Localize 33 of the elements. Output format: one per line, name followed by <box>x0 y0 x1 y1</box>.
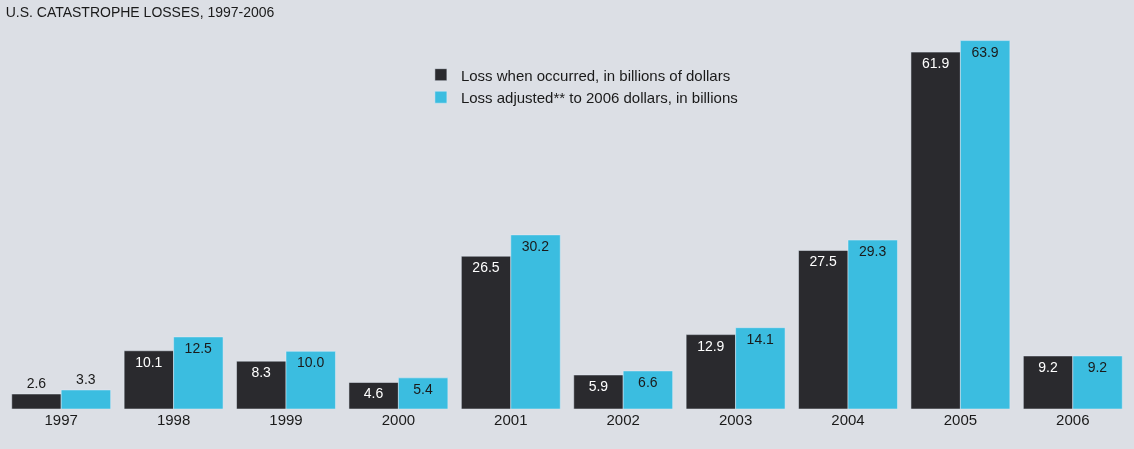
data-label: 9.2 <box>1087 358 1108 375</box>
data-label: 63.9 <box>971 43 999 60</box>
data-label: 9.2 <box>1038 358 1058 375</box>
data-label: 61.9 <box>921 55 950 72</box>
data-label: 12.5 <box>184 339 213 356</box>
data-label: 27.5 <box>809 253 837 270</box>
x-tick-label: 2000 <box>381 411 416 428</box>
x-tick-label: 2004 <box>831 411 865 428</box>
data-label: 3.3 <box>76 370 96 387</box>
data-label: 10.1 <box>135 353 163 370</box>
data-label: 2.6 <box>26 375 47 392</box>
data-label: 14.1 <box>746 330 775 347</box>
legend-label: Loss when occurred, in billions of dollars <box>460 66 731 84</box>
data-label: 8.3 <box>251 364 272 381</box>
data-label: 12.9 <box>697 337 725 354</box>
data-label: 30.2 <box>521 237 550 254</box>
data-label: 6.6 <box>638 373 658 390</box>
x-tick-label: 1997 <box>44 411 78 428</box>
x-tick-label: 2001 <box>494 411 528 428</box>
x-tick-label: 2006 <box>1056 411 1090 428</box>
data-label: 26.5 <box>472 259 500 276</box>
x-tick-label: 1999 <box>269 411 303 428</box>
data-label: 4.6 <box>363 385 384 402</box>
data-label: 10.0 <box>297 354 325 371</box>
x-tick-label: 2002 <box>606 411 640 428</box>
chart-title: U.S. CATASTROPHE LOSSES, 1997-2006 <box>5 3 275 20</box>
legend-label: Loss adjusted** to 2006 dollars, in billions <box>460 89 738 107</box>
x-tick-label: 1998 <box>156 411 191 428</box>
x-tick-label: 2005 <box>943 411 978 428</box>
data-label: 5.4 <box>413 380 433 397</box>
data-label: 29.3 <box>859 243 887 260</box>
data-label: 5.9 <box>588 377 609 394</box>
x-tick-label: 2003 <box>718 411 753 428</box>
